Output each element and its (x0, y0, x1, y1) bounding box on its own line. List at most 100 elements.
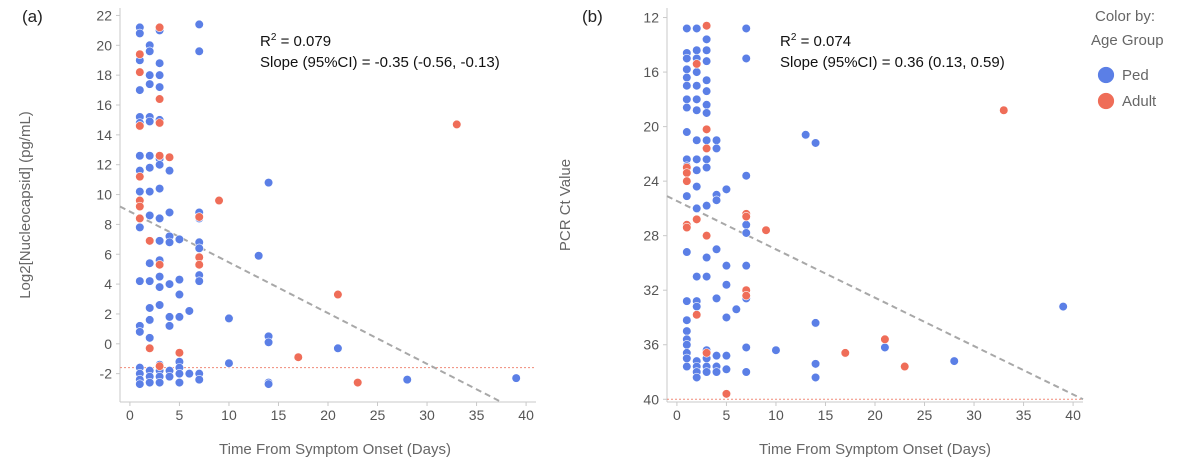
adult-point (840, 348, 850, 358)
ped-point (711, 293, 722, 303)
panel-a-y-ticks: -2 0 2 4 6 8 10 12 14 16 18 20 22 (96, 7, 120, 382)
ped-point (741, 342, 751, 353)
ped-point (174, 312, 185, 322)
ped-point (194, 375, 204, 385)
ped-point (721, 364, 732, 374)
ped-point (702, 75, 712, 85)
ped-point (194, 19, 204, 30)
ped-point (702, 100, 712, 110)
ped-point (164, 279, 175, 289)
y-tick-label: 28 (643, 228, 659, 244)
y-tick-label: 14 (96, 127, 112, 143)
ped-point (155, 300, 165, 310)
ped-point (702, 252, 712, 263)
ped-point (145, 151, 155, 161)
y-tick-label: 2 (104, 306, 112, 322)
ped-point (721, 261, 732, 271)
ped-point (174, 289, 185, 300)
ped-point (155, 82, 165, 92)
ped-point (702, 367, 712, 377)
adult-point (682, 176, 692, 186)
adult-point (194, 260, 204, 270)
panel-a-x-ticks: 0 5 10 15 20 25 30 35 40 (126, 402, 534, 423)
adult-point (155, 151, 165, 161)
ped-point (692, 135, 702, 145)
ped-point (682, 23, 692, 34)
ped-point (702, 108, 712, 118)
adult-point (900, 361, 910, 372)
ped-point (155, 213, 165, 224)
ped-point (702, 162, 712, 173)
ped-point (702, 135, 712, 145)
x-tick-label: 30 (419, 407, 435, 423)
ped-point (721, 351, 732, 361)
ped-point (692, 165, 702, 175)
ped-point (682, 81, 692, 91)
y-tick-label: -2 (100, 366, 113, 382)
ped-point (164, 237, 175, 247)
adult-point (145, 236, 155, 246)
ped-point (702, 154, 712, 164)
ped-point (682, 191, 692, 201)
ped-point (254, 251, 264, 261)
ped-point (135, 85, 145, 95)
x-tick-label: 10 (768, 407, 784, 423)
ped-point (682, 340, 692, 350)
adult-point (702, 143, 712, 154)
x-tick-label: 20 (867, 407, 883, 423)
y-tick-label: 10 (96, 187, 112, 203)
panel-a-x-axis-title: Time From Symptom Onset (Days) (219, 441, 451, 458)
ped-point (810, 138, 821, 148)
ped-point (682, 247, 692, 257)
x-tick-label: 0 (126, 407, 134, 423)
ped-point (810, 318, 821, 328)
ped-point (880, 342, 890, 353)
ped-point (174, 234, 185, 244)
ped-point (692, 105, 702, 115)
panel-b-x-axis-title: Time From Symptom Onset (Days) (759, 441, 991, 458)
y-tick-label: 40 (643, 391, 659, 407)
x-tick-label: 40 (518, 407, 534, 423)
ped-point (741, 53, 751, 64)
adult-point (702, 348, 712, 358)
ped-point (402, 375, 412, 385)
adult-point (135, 172, 145, 182)
y-tick-label: 36 (643, 337, 659, 353)
y-tick-label: 18 (96, 67, 112, 83)
panel-a-points (135, 19, 521, 389)
adult-point (155, 22, 165, 33)
ped-point (702, 34, 712, 44)
ped-point (771, 345, 781, 355)
ped-point (721, 312, 732, 323)
ped-point (949, 356, 959, 366)
ped-point (810, 359, 821, 369)
ped-point (174, 369, 185, 379)
ped-point (682, 361, 692, 372)
adult-point (135, 121, 145, 131)
ped-point (135, 186, 145, 197)
ped-point (682, 127, 692, 137)
x-tick-label: 35 (469, 407, 485, 423)
adult-point (682, 222, 692, 233)
ped-point (692, 271, 702, 282)
panel-b-label: (b) (582, 7, 603, 26)
ped-point (263, 337, 274, 347)
adult-point (135, 67, 145, 77)
adult-point (702, 21, 712, 31)
adult-point (692, 310, 702, 320)
ped-point (155, 236, 165, 246)
ped-point (511, 373, 521, 383)
adult-point (135, 49, 145, 59)
ped-point (184, 306, 194, 316)
x-tick-label: 25 (917, 407, 933, 423)
ped-point (145, 210, 155, 221)
ped-point (184, 369, 194, 379)
ped-point (692, 67, 702, 77)
ped-point (145, 315, 155, 325)
ped-point (741, 220, 751, 230)
ped-point (702, 56, 712, 66)
panel-a-slope-annotation: Slope (95%CI) = -0.35 (-0.56, -0.13) (260, 54, 500, 71)
ped-point (692, 23, 702, 34)
ped-point (174, 275, 185, 285)
adult-point (761, 225, 771, 235)
